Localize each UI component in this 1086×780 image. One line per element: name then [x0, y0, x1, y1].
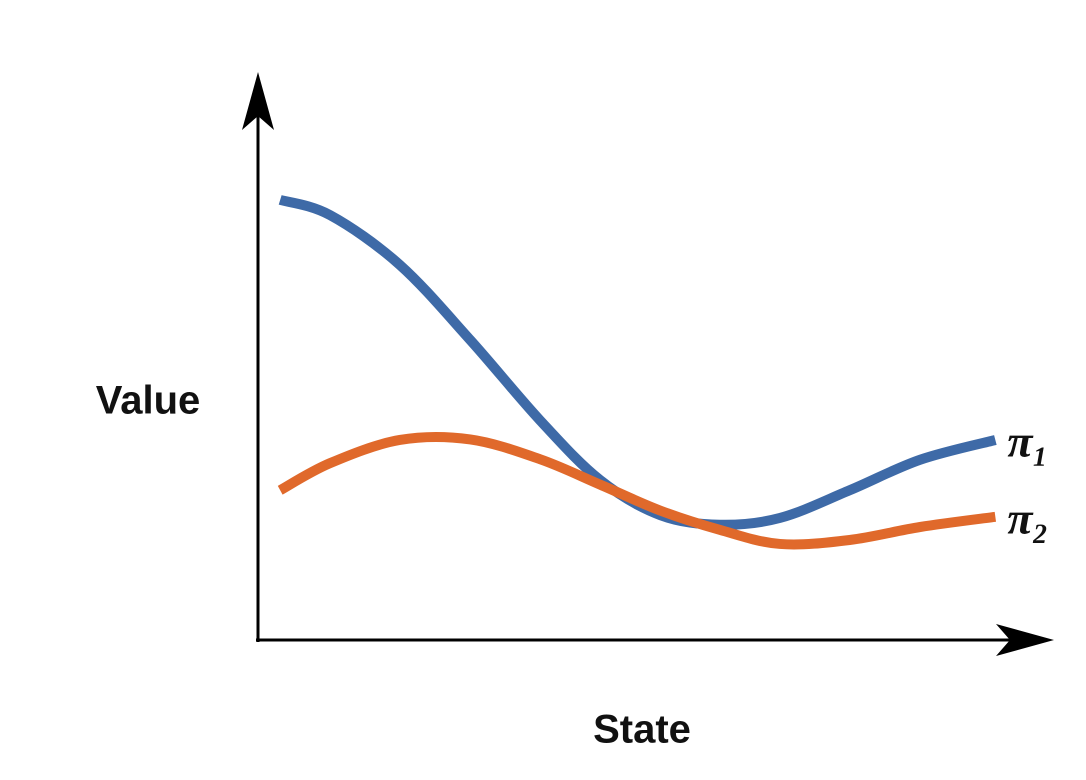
x-axis-arrow [996, 624, 1054, 656]
series-line [278, 195, 997, 530]
y-axis-title: Value [96, 379, 201, 423]
series-line [277, 432, 997, 550]
series-label: π₂ [1007, 492, 1048, 543]
y-axis-arrow [242, 72, 274, 130]
series-label: π₁ [1007, 416, 1048, 467]
x-axis-title: State [593, 708, 691, 752]
